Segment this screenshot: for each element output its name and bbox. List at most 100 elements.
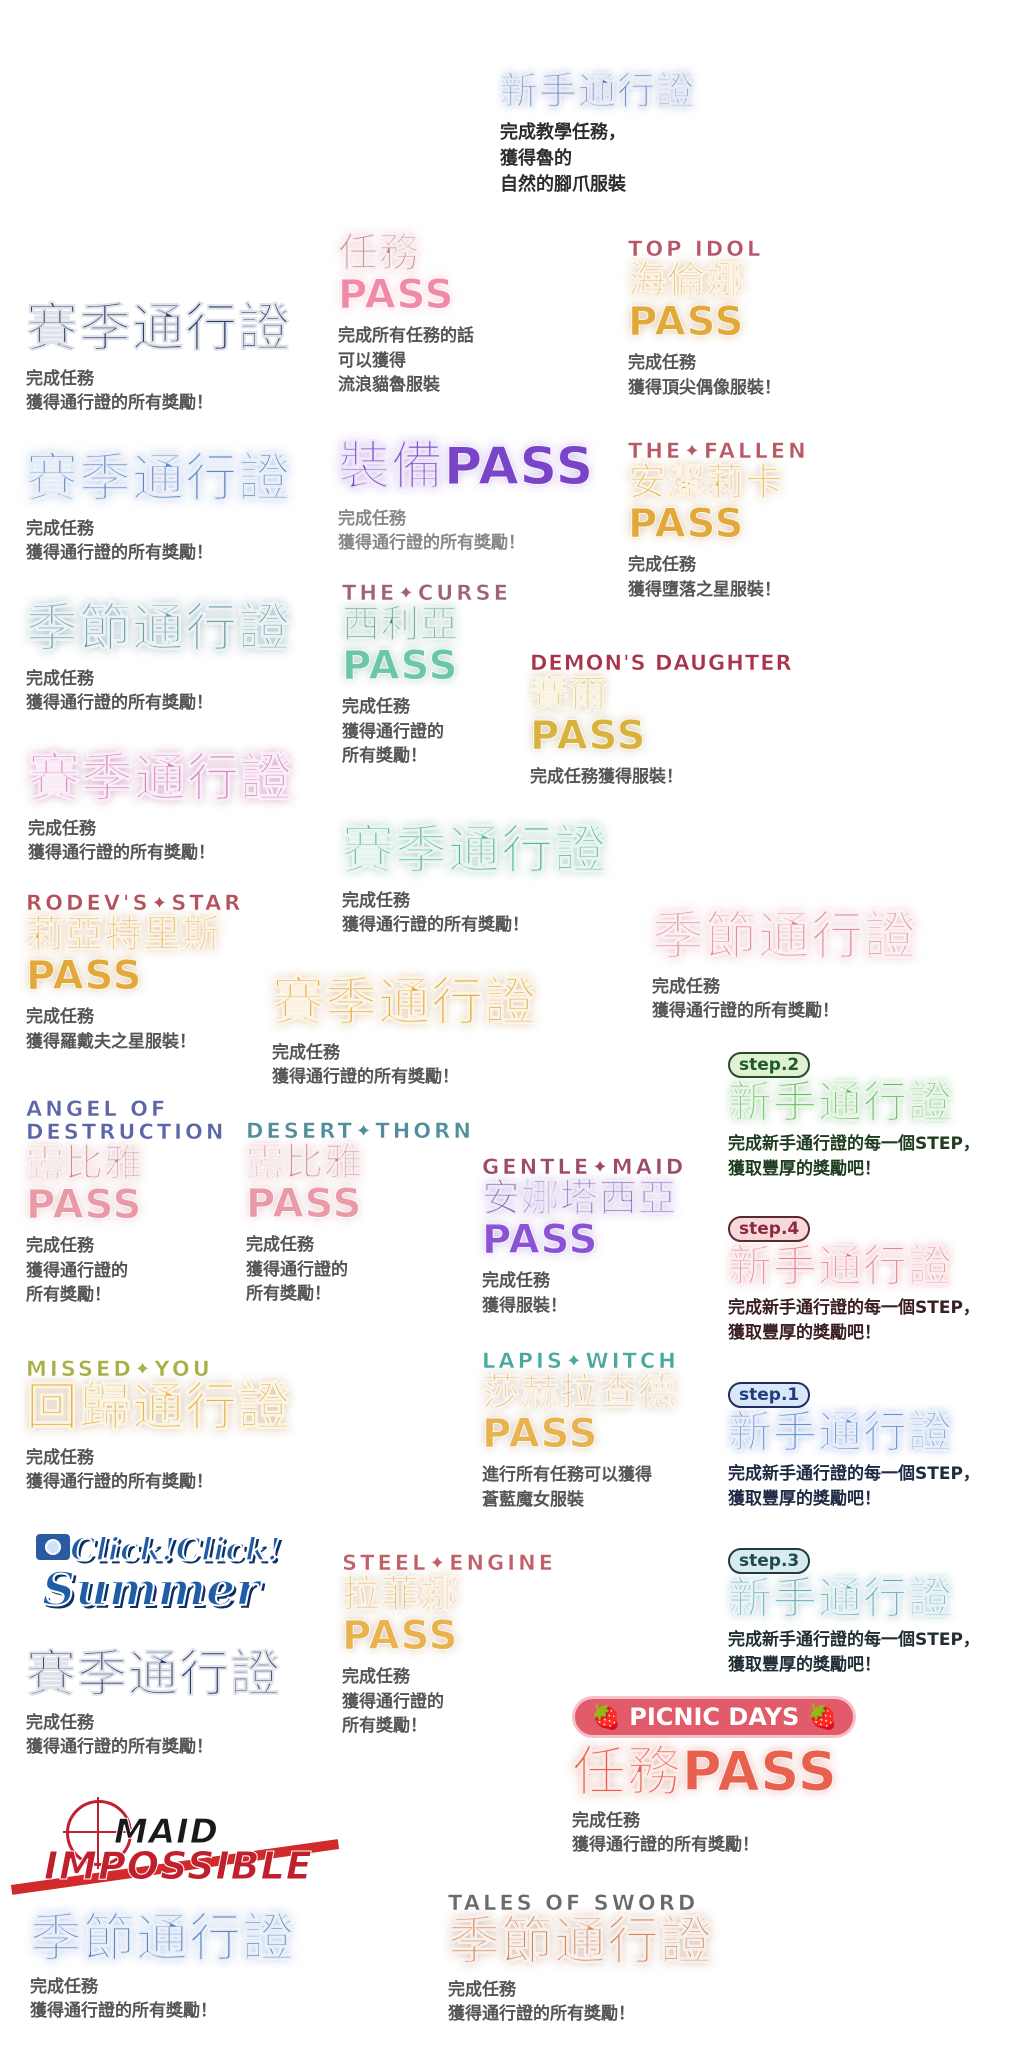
festival-pass-teal-desc: 完成任務 獲得通行證的所有獎勵！ bbox=[26, 668, 213, 714]
season-pass-navy-desc: 完成任務 獲得通行證的所有獎勵！ bbox=[26, 368, 213, 414]
missed-you-card: MISSED✦YOU 回歸通行證 完成任務 獲得通行證的所有獎勵！ bbox=[25, 1357, 292, 1495]
festival-pass-teal-title: 季節通行證 bbox=[25, 599, 292, 659]
season-pass-pink-desc: 完成任務 獲得通行證的所有獎勵！ bbox=[28, 818, 215, 864]
angel-destruction-pass: PASS bbox=[25, 1182, 143, 1229]
demon-daughter-title: 賽爾 bbox=[530, 672, 609, 717]
missed-you-desc: 完成任務 獲得通行證的所有獎勵！ bbox=[26, 1447, 213, 1493]
step4-desc: 完成新手通行證的每一個STEP， 獲取豐厚的獎勵吧！ bbox=[728, 1298, 980, 1343]
tales-sword-card: TALES OF SWORD 季節通行證 完成任務 獲得通行證的所有獎勵！ bbox=[447, 1891, 714, 2027]
gentle-maid-pass: PASS bbox=[481, 1216, 599, 1263]
curse-desc: 完成任務 獲得通行證的 所有獎勵！ bbox=[342, 696, 444, 767]
season-pass-summer-title: 賽季通行證 bbox=[26, 1645, 281, 1703]
demon-daughter-card: DEMON'S DAUGHTER 賽爾 PASS 完成任務獲得服裝！ bbox=[530, 651, 793, 790]
season-pass-navy-card: 賽季通行證 完成任務 獲得通行證的所有獎勵！ bbox=[25, 299, 292, 416]
maid-impossible-logo-line2: IMPOSSIBLE bbox=[44, 1844, 313, 1888]
lapis-witch-card: LAPIS✦WITCH 莎赫拉查德 PASS 進行所有任務可以獲得 蒼藍魔女服裝 bbox=[482, 1349, 679, 1512]
tales-sword-subtitle: TALES OF SWORD bbox=[448, 1891, 699, 1915]
top-idol-pass: PASS bbox=[628, 298, 745, 345]
fallen-pass: PASS bbox=[628, 500, 745, 547]
season-pass-green-desc: 完成任務 獲得通行證的所有獎勵！ bbox=[342, 890, 529, 936]
season-pass-blue-desc: 完成任務 獲得通行證的所有獎勵！ bbox=[26, 518, 213, 564]
step3-desc: 完成新手通行證的每一個STEP， 獲取豐厚的獎勵吧！ bbox=[728, 1630, 980, 1675]
season-pass-summer-desc: 完成任務 獲得通行證的所有獎勵！ bbox=[26, 1712, 213, 1758]
season-pass-gold-card: 賽季通行證 完成任務 獲得通行證的所有獎勵！ bbox=[271, 973, 538, 1090]
festival-pass-pink-title: 季節通行證 bbox=[651, 907, 918, 967]
festival-pass-teal-card: 季節通行證 完成任務 獲得通行證的所有獎勵！ bbox=[25, 599, 292, 716]
steel-engine-title: 拉菲娜 bbox=[341, 1572, 460, 1617]
missed-you-subtitle: MISSED✦YOU bbox=[26, 1357, 213, 1381]
rodev-star-title: 莉亞特里斯 bbox=[25, 912, 222, 957]
top-idol-title: 海倫娜 bbox=[628, 258, 746, 303]
fallen-desc: 完成任務 獲得墮落之星服裝！ bbox=[628, 554, 781, 600]
angel-destruction-title: 露比雅 bbox=[25, 1141, 144, 1186]
festival-pass-maid-title: 季節通行證 bbox=[29, 1909, 296, 1969]
festival-pass-maid-desc: 完成任務 獲得通行證的所有獎勵！ bbox=[30, 1976, 217, 2022]
fallen-subtitle: THE✦FALLEN bbox=[628, 439, 809, 463]
demon-daughter-subtitle: DEMON'S DAUGHTER bbox=[530, 651, 793, 675]
picnic-pass-card: 任務PASS 完成任務 獲得通行證的所有獎勵！ bbox=[572, 1740, 838, 1858]
lapis-witch-desc: 進行所有任務可以獲得 蒼藍魔女服裝 bbox=[482, 1464, 652, 1510]
season-pass-gold-desc: 完成任務 獲得通行證的所有獎勵！ bbox=[272, 1042, 459, 1088]
rookie-step4-card: step.4 新手通行證 完成新手通行證的每一個STEP， 獲取豐厚的獎勵吧！ bbox=[728, 1216, 980, 1345]
steel-engine-pass: PASS bbox=[341, 1612, 459, 1659]
click-summer-logo-line2: Summer bbox=[41, 1562, 261, 1616]
top-idol-subtitle: TOP IDOL bbox=[628, 237, 764, 261]
season-pass-pink-card: 賽季通行證 完成任務 獲得通行證的所有獎勵！ bbox=[27, 749, 294, 866]
mission-pass-card: 任務 PASS 完成所有任務的話 可以獲得 流浪貓魯服裝 bbox=[338, 230, 475, 398]
mission-pass-desc: 完成所有任務的話 可以獲得 流浪貓魯服裝 bbox=[338, 326, 474, 396]
fallen-card: THE✦FALLEN 安潔莉卡 PASS 完成任務 獲得墮落之星服裝！ bbox=[628, 439, 809, 602]
step2-desc: 完成新手通行證的每一個STEP， 獲取豐厚的獎勵吧！ bbox=[728, 1134, 980, 1179]
click-summer-logo: Click!Click! Summer bbox=[28, 1528, 282, 1628]
mission-pass-title: 任務 bbox=[338, 230, 420, 276]
rookie-pass-card: 新手通行證 完成教學任務， 獲得魯的 自然的腳爪服裝 bbox=[499, 71, 695, 198]
tales-sword-desc: 完成任務 獲得通行證的所有獎勵！ bbox=[448, 1979, 635, 2025]
lapis-witch-pass: PASS bbox=[482, 1410, 599, 1457]
picnic-pass-title: 任務PASS bbox=[572, 1740, 838, 1803]
season-pass-green-card: 賽季通行證 完成任務 獲得通行證的所有獎勵！ bbox=[341, 821, 608, 938]
missed-you-title: 回歸通行證 bbox=[25, 1378, 292, 1439]
season-pass-pink-title: 賽季通行證 bbox=[27, 749, 294, 809]
rodev-star-card: RODEV'S✦STAR 莉亞特里斯 PASS 完成任務 獲得羅戴夫之星服裝！ bbox=[25, 891, 243, 1054]
rookie-pass-desc: 完成教學任務， 獲得魯的 自然的腳爪服裝 bbox=[500, 121, 626, 196]
click-summer-logo-line1: Click!Click! bbox=[69, 1530, 282, 1568]
curse-subtitle: THE✦CURSE bbox=[342, 581, 511, 605]
desert-thorn-title: 露比雅 bbox=[246, 1140, 364, 1185]
gentle-maid-subtitle: GENTLE✦MAID bbox=[482, 1155, 687, 1179]
curse-pass: PASS bbox=[342, 642, 459, 689]
step1-badge: step.1 bbox=[728, 1382, 811, 1408]
demon-daughter-pass: PASS bbox=[530, 712, 647, 759]
step3-title: 新手通行證 bbox=[728, 1573, 953, 1624]
top-idol-desc: 完成任務 獲得頂尖偶像服裝！ bbox=[628, 352, 781, 398]
step4-title: 新手通行證 bbox=[728, 1241, 953, 1292]
festival-pass-pink-card: 季節通行證 完成任務 獲得通行證的所有獎勵！ bbox=[651, 907, 918, 1024]
rookie-step1-card: step.1 新手通行證 完成新手通行證的每一個STEP， 獲取豐厚的獎勵吧！ bbox=[728, 1382, 980, 1511]
rodev-star-pass: PASS bbox=[25, 952, 143, 999]
mission-pass-pass: PASS bbox=[338, 272, 455, 318]
equip-pass-card: 裝備PASS 完成任務 獲得通行證的所有獎勵！ bbox=[337, 439, 594, 556]
picnic-days-banner: 🍓 PICNIC DAYS 🍓 bbox=[572, 1696, 857, 1738]
tales-sword-title: 季節通行證 bbox=[447, 1912, 714, 1973]
season-pass-summer-card: 賽季通行證 完成任務 獲得通行證的所有獎勵！ bbox=[26, 1648, 281, 1760]
season-pass-navy-title: 賽季通行證 bbox=[25, 299, 292, 359]
gentle-maid-title: 安娜塔西亞 bbox=[481, 1176, 678, 1221]
fallen-title: 安潔莉卡 bbox=[628, 460, 785, 505]
crosshair-icon bbox=[63, 1797, 135, 1869]
step1-title: 新手通行證 bbox=[728, 1407, 953, 1458]
angel-destruction-subtitle: ANGEL OF DESTRUCTION bbox=[26, 1097, 227, 1145]
rookie-step2-card: step.2 新手通行證 完成新手通行證的每一個STEP， 獲取豐厚的獎勵吧！ bbox=[728, 1052, 980, 1181]
season-pass-green-title: 賽季通行證 bbox=[341, 821, 608, 881]
steel-engine-subtitle: STEEL✦ENGINE bbox=[342, 1551, 557, 1575]
rodev-star-desc: 完成任務 獲得羅戴夫之星服裝！ bbox=[26, 1006, 196, 1052]
picnic-pass-desc: 完成任務 獲得通行證的所有獎勵！ bbox=[572, 1810, 759, 1856]
festival-pass-maid-card: 季節通行證 完成任務 獲得通行證的所有獎勵！ bbox=[29, 1909, 296, 2024]
equip-pass-desc: 完成任務 獲得通行證的所有獎勵！ bbox=[338, 508, 525, 554]
strawberry-icon: 🍓 bbox=[591, 1703, 621, 1731]
strawberry-icon: 🍓 bbox=[807, 1703, 838, 1731]
angel-destruction-desc: 完成任務 獲得通行證的 所有獎勵！ bbox=[26, 1236, 128, 1306]
season-pass-gold-title: 賽季通行證 bbox=[271, 973, 538, 1033]
desert-thorn-desc: 完成任務 獲得通行證的 所有獎勵！ bbox=[246, 1234, 348, 1305]
desert-thorn-pass: PASS bbox=[246, 1180, 363, 1227]
demon-daughter-desc: 完成任務獲得服裝！ bbox=[530, 766, 683, 787]
steel-engine-card: STEEL✦ENGINE 拉菲娜 PASS 完成任務 獲得通行證的 所有獎勵！ bbox=[341, 1551, 557, 1739]
angel-destruction-card: ANGEL OF DESTRUCTION 露比雅 PASS 完成任務 獲得通行證… bbox=[25, 1097, 227, 1308]
